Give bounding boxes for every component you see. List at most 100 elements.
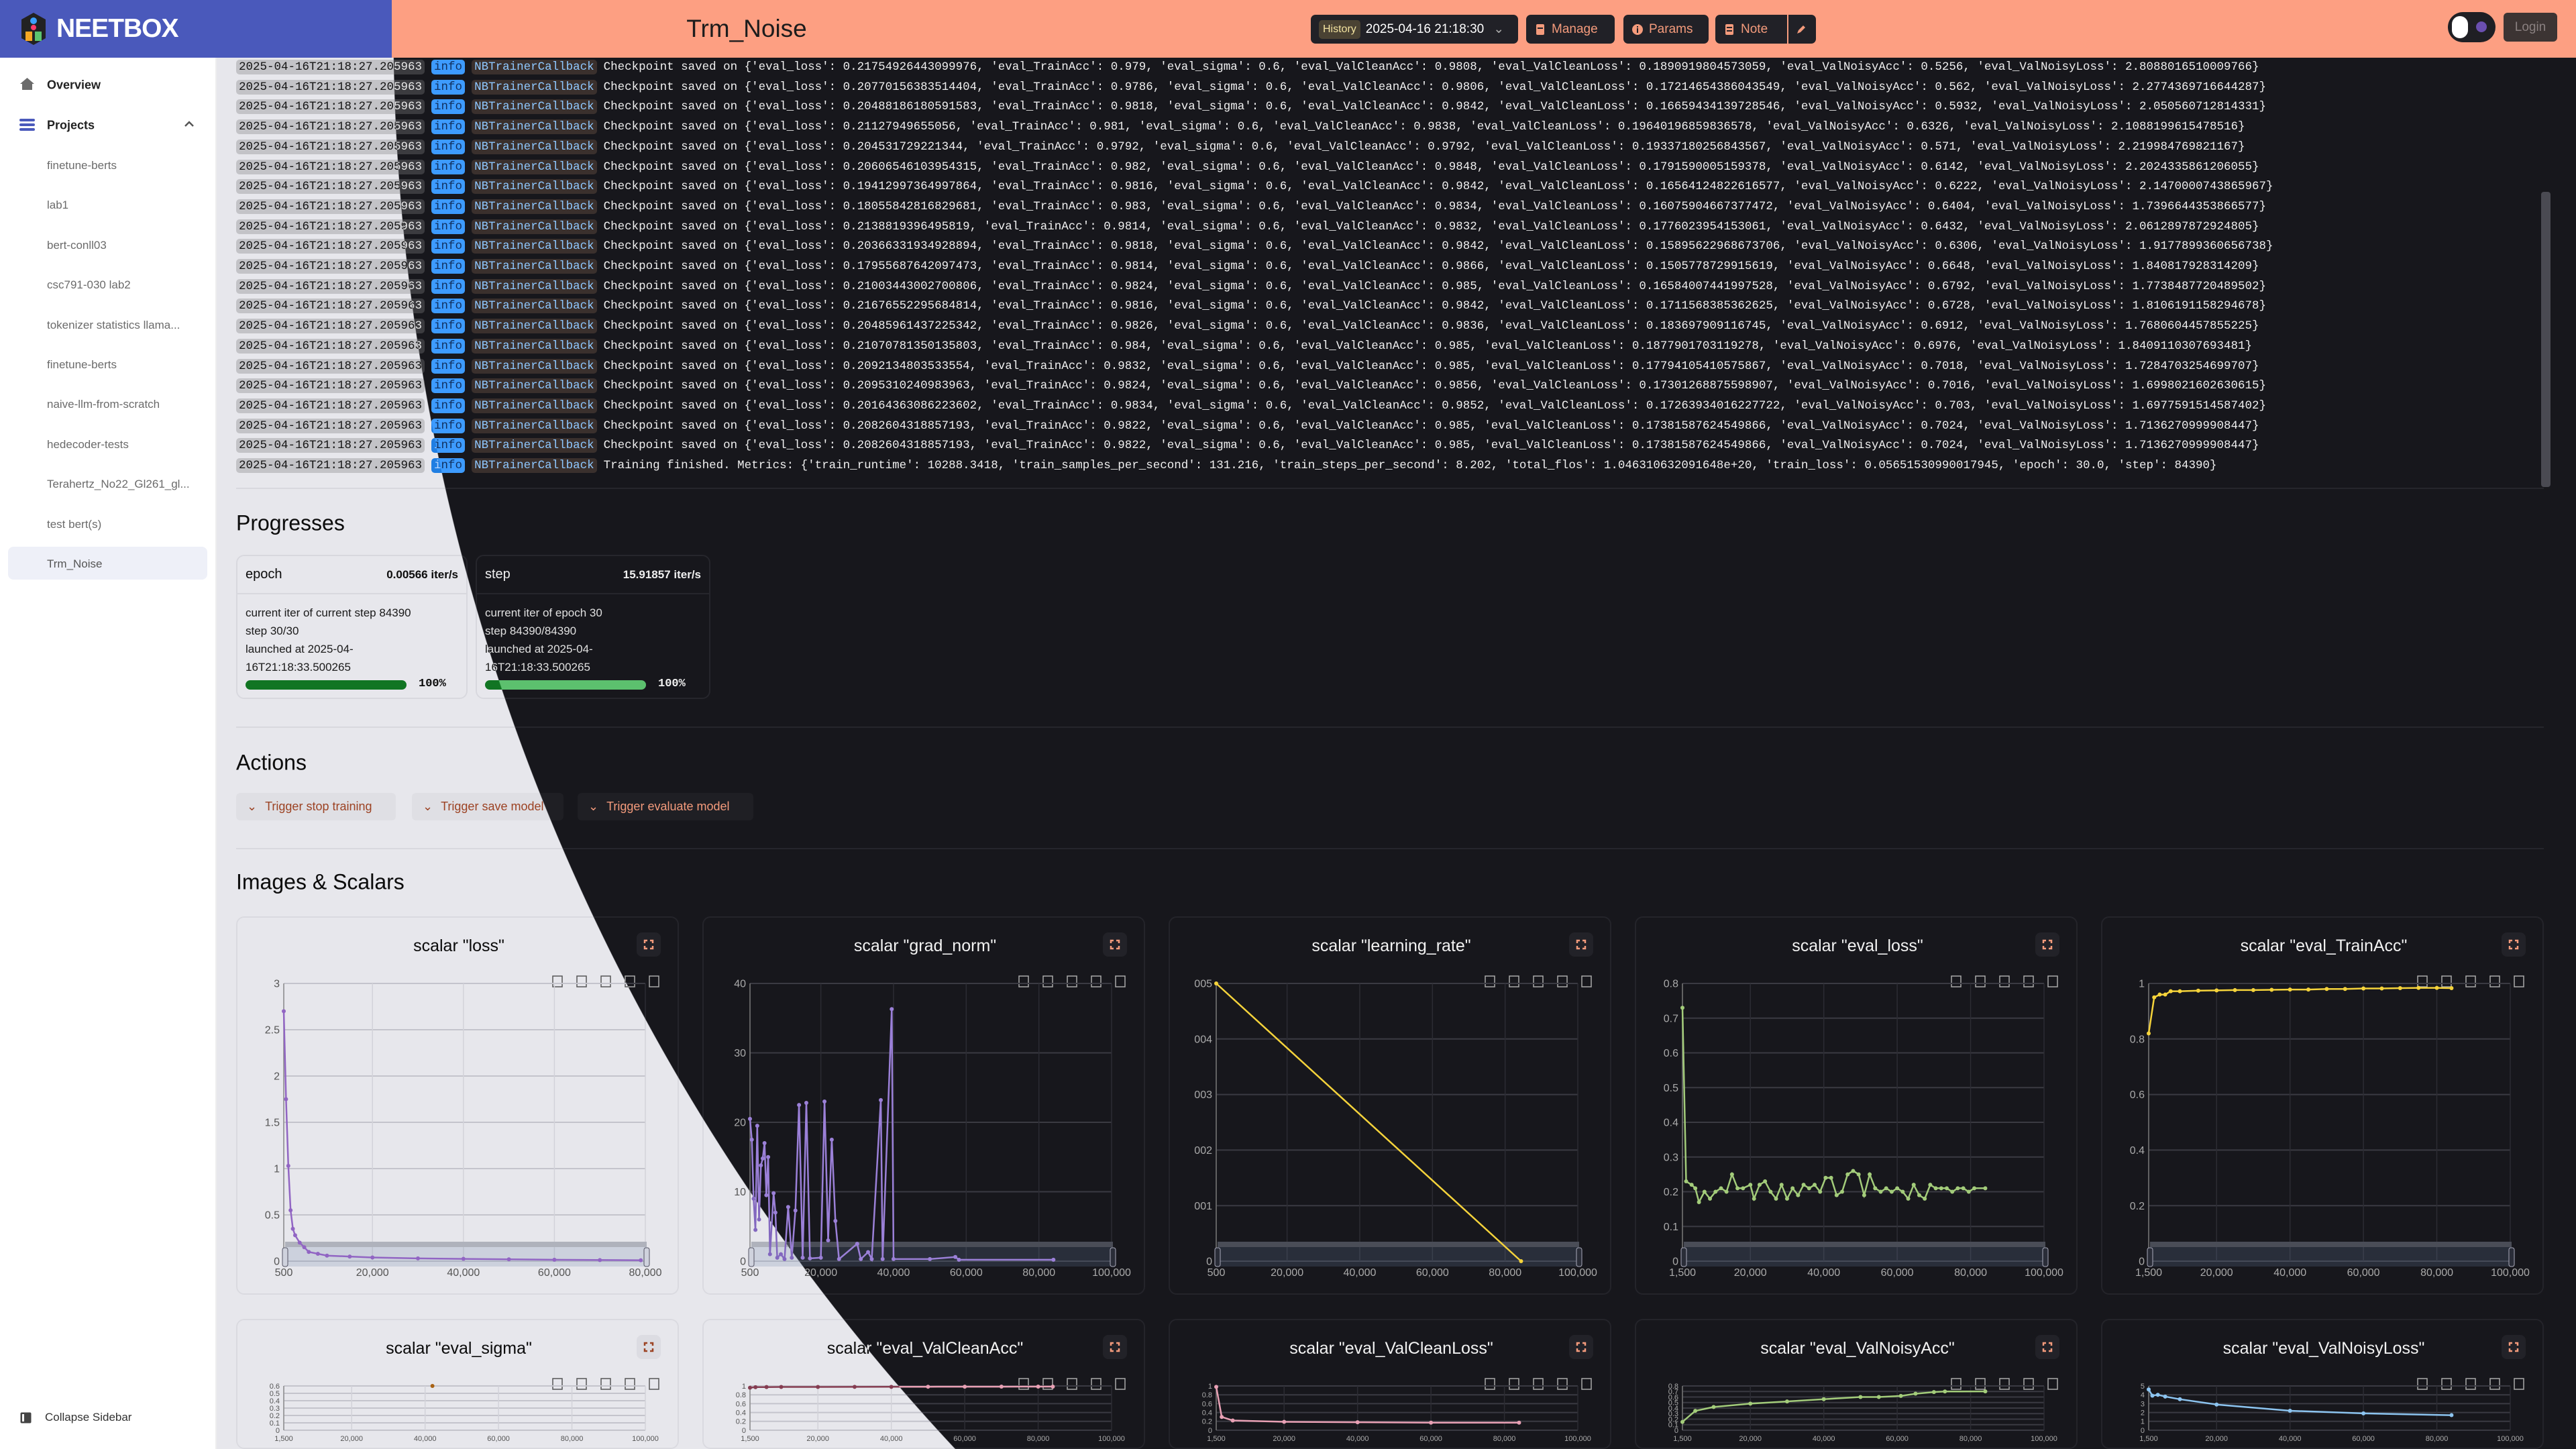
data-point[interactable] bbox=[1355, 1420, 1360, 1425]
zoom-select-icon[interactable] bbox=[1485, 975, 1495, 987]
trigger-save-model-button[interactable]: ⌄ Trigger save model bbox=[412, 793, 564, 820]
data-point[interactable] bbox=[1519, 1259, 1523, 1263]
data-point[interactable] bbox=[1729, 1172, 1734, 1177]
data-point[interactable] bbox=[1282, 1419, 1287, 1424]
data-point[interactable] bbox=[1784, 1399, 1789, 1404]
data-point[interactable] bbox=[284, 1097, 288, 1102]
params-button[interactable]: Params bbox=[1623, 15, 1709, 44]
data-point[interactable] bbox=[866, 1250, 871, 1254]
data-point[interactable] bbox=[430, 1384, 435, 1388]
data-point[interactable] bbox=[859, 1256, 863, 1261]
data-point[interactable] bbox=[749, 1137, 754, 1142]
data-point[interactable] bbox=[822, 1099, 827, 1104]
data-point[interactable] bbox=[879, 1097, 883, 1102]
data-point[interactable] bbox=[2449, 986, 2454, 991]
sidebar-item-projects[interactable]: Projects bbox=[47, 118, 95, 132]
data-point[interactable] bbox=[292, 1233, 297, 1238]
data-point[interactable] bbox=[1868, 1172, 1872, 1177]
data-point[interactable] bbox=[1906, 1196, 1911, 1201]
data-point[interactable] bbox=[999, 1385, 1004, 1389]
data-point[interactable] bbox=[315, 1251, 320, 1256]
sidebar-project-item[interactable]: hedecoder-tests bbox=[47, 437, 129, 451]
data-point[interactable] bbox=[1950, 1189, 1955, 1194]
data-view-icon[interactable] bbox=[2047, 1378, 2058, 1390]
data-point[interactable] bbox=[837, 1256, 841, 1261]
data-point[interactable] bbox=[1230, 1418, 1235, 1423]
data-point[interactable] bbox=[764, 1385, 769, 1389]
zoom-reset-icon[interactable] bbox=[576, 975, 587, 987]
data-point[interactable] bbox=[826, 1238, 830, 1242]
download-icon[interactable] bbox=[2023, 975, 2034, 987]
sidebar-project-item[interactable]: Terahertz_No22_Gl261_gl... bbox=[47, 478, 190, 491]
data-point[interactable] bbox=[416, 1256, 421, 1260]
restore-icon[interactable] bbox=[1067, 1378, 1077, 1390]
download-icon[interactable] bbox=[1557, 975, 1568, 987]
data-point[interactable] bbox=[963, 1385, 967, 1389]
chart-plot[interactable]: 0 0.1 0.2 0.3 0.4 0.5 0.6 0.7 0.8 1,500 20,000 40,0… bbox=[1636, 918, 2079, 1296]
data-point[interactable] bbox=[753, 1385, 758, 1389]
data-point[interactable] bbox=[2379, 986, 2384, 991]
data-point[interactable] bbox=[1966, 1189, 1971, 1194]
data-point[interactable] bbox=[2163, 992, 2167, 997]
data-point[interactable] bbox=[773, 1210, 777, 1215]
download-icon[interactable] bbox=[1091, 1378, 1102, 1390]
data-point[interactable] bbox=[760, 1156, 765, 1161]
data-point[interactable] bbox=[1873, 1186, 1878, 1191]
data-point[interactable] bbox=[1796, 1193, 1801, 1197]
data-point[interactable] bbox=[1895, 1186, 1900, 1191]
data-point[interactable] bbox=[307, 1250, 311, 1254]
data-point[interactable] bbox=[1708, 1196, 1713, 1201]
data-point[interactable] bbox=[804, 1101, 808, 1106]
data-point[interactable] bbox=[370, 1255, 375, 1260]
data-point[interactable] bbox=[2288, 1408, 2292, 1413]
data-point[interactable] bbox=[1876, 1395, 1881, 1399]
data-point[interactable] bbox=[1807, 1186, 1811, 1191]
download-icon[interactable] bbox=[2489, 975, 2500, 987]
theme-toggle[interactable] bbox=[2448, 12, 2496, 42]
data-point[interactable] bbox=[1702, 1189, 1707, 1194]
data-point[interactable] bbox=[1220, 1415, 1224, 1419]
data-point[interactable] bbox=[880, 1256, 885, 1261]
data-point[interactable] bbox=[818, 1255, 823, 1260]
data-point[interactable] bbox=[461, 1256, 466, 1261]
data-point[interactable] bbox=[2343, 987, 2347, 991]
data-point[interactable] bbox=[800, 1255, 805, 1260]
data-point[interactable] bbox=[2434, 985, 2439, 990]
data-point[interactable] bbox=[1955, 1186, 1960, 1191]
datazoom-slider[interactable] bbox=[2147, 1242, 2515, 1267]
data-point[interactable] bbox=[1036, 1384, 1040, 1389]
data-point[interactable] bbox=[1900, 1189, 1905, 1194]
chevron-up-icon[interactable] bbox=[184, 121, 195, 127]
data-point[interactable] bbox=[1961, 1186, 1966, 1191]
data-point[interactable] bbox=[766, 1155, 771, 1159]
datazoom-slider[interactable] bbox=[282, 1242, 650, 1267]
sidebar-project-item[interactable]: csc791-030 lab2 bbox=[47, 278, 131, 292]
data-point[interactable] bbox=[953, 1254, 958, 1259]
data-point[interactable] bbox=[808, 1256, 812, 1260]
data-point[interactable] bbox=[2147, 1387, 2151, 1392]
datazoom-slider[interactable] bbox=[1214, 1242, 1582, 1267]
restore-icon[interactable] bbox=[2465, 975, 2476, 987]
data-point[interactable] bbox=[775, 1255, 780, 1260]
data-point[interactable] bbox=[748, 1385, 752, 1390]
data-point[interactable] bbox=[1713, 1189, 1718, 1194]
data-point[interactable] bbox=[1711, 1405, 1716, 1409]
data-point[interactable] bbox=[286, 1163, 290, 1168]
history-select[interactable]: History 2025-04-16 21:18:30 ⌄ bbox=[1311, 15, 1518, 44]
data-point[interactable] bbox=[2214, 1402, 2219, 1407]
sidebar-project-item[interactable]: naive-llm-from-scratch bbox=[47, 398, 160, 411]
restore-icon[interactable] bbox=[600, 1378, 611, 1390]
data-point[interactable] bbox=[889, 1385, 894, 1389]
data-view-icon[interactable] bbox=[1115, 975, 1126, 987]
data-point[interactable] bbox=[2233, 987, 2237, 992]
data-point[interactable] bbox=[1748, 1401, 1753, 1406]
data-point[interactable] bbox=[325, 1253, 329, 1258]
data-point[interactable] bbox=[1983, 1186, 1988, 1191]
data-point[interactable] bbox=[2398, 986, 2402, 991]
zoom-reset-icon[interactable] bbox=[1975, 1378, 1986, 1390]
data-point[interactable] bbox=[2324, 987, 2329, 991]
data-point[interactable] bbox=[926, 1385, 930, 1389]
restore-icon[interactable] bbox=[1533, 1378, 1544, 1390]
data-point[interactable] bbox=[753, 1228, 758, 1232]
data-point[interactable] bbox=[2251, 987, 2255, 992]
